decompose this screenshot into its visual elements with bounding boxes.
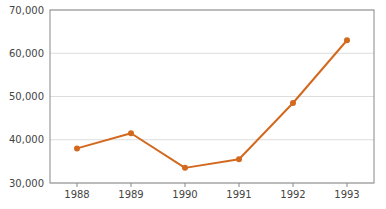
point <box>182 165 188 171</box>
y-tick-label: 30,000 <box>9 178 44 189</box>
x-tick <box>293 183 294 187</box>
grid-line <box>50 53 374 54</box>
x-tick-label: 1992 <box>280 189 305 200</box>
point <box>128 130 134 136</box>
y-tick-label: 70,000 <box>9 5 44 16</box>
x-tick <box>77 183 78 187</box>
x-tick-label: 1991 <box>226 189 251 200</box>
x-tick <box>131 183 132 187</box>
plot-frame <box>50 10 374 183</box>
grid <box>50 10 374 183</box>
series <box>74 37 350 171</box>
line <box>77 40 347 168</box>
grid-line <box>50 139 374 140</box>
x-tick <box>239 183 240 187</box>
x-tick <box>185 183 186 187</box>
y-tick-label: 50,000 <box>9 91 44 102</box>
x-tick-label: 1993 <box>334 189 359 200</box>
point <box>74 145 80 151</box>
chart: 30,000 40,000 50,000 60,000 70,000 1988 1989 19… <box>0 0 386 209</box>
x-tick <box>347 183 348 187</box>
x-tick-label: 1990 <box>172 189 197 200</box>
x-tick-label: 1989 <box>118 189 143 200</box>
y-tick-label: 40,000 <box>9 134 44 145</box>
chart-container: 30,000 40,000 50,000 60,000 70,000 1988 1989 19… <box>0 0 386 209</box>
y-tick-label: 60,000 <box>9 48 44 59</box>
point <box>344 37 350 43</box>
x-tick-label: 1988 <box>64 189 89 200</box>
point <box>236 156 242 162</box>
grid-line <box>50 96 374 97</box>
point <box>290 100 296 106</box>
